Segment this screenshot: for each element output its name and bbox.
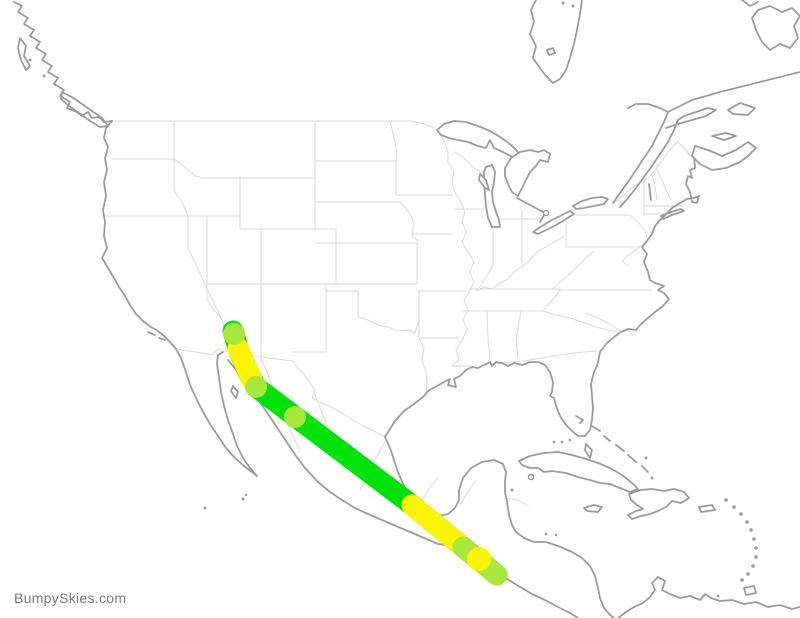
long-island	[660, 208, 685, 220]
us-canada-border	[111, 120, 435, 129]
flight-route	[222, 320, 508, 586]
us-west-coast	[101, 120, 177, 350]
haida-gwaii	[17, 37, 31, 71]
bahamas	[575, 415, 654, 480]
route-marker-yellow	[467, 547, 491, 571]
green-bay	[478, 173, 490, 191]
isla-tiburon	[230, 385, 239, 399]
lake-ontario	[572, 196, 609, 210]
lake-superior	[436, 120, 522, 159]
us-gulf-atlantic-coast	[384, 157, 700, 438]
route-marker-greenyellow	[245, 376, 267, 398]
route-segment-yellow	[401, 494, 474, 558]
lake-champlain	[648, 183, 652, 201]
route-marker-greenyellow	[284, 406, 306, 428]
route-segment-yellow	[227, 337, 263, 391]
jamaica	[583, 504, 603, 513]
anticosti-island	[727, 102, 756, 116]
trinidad	[743, 585, 757, 596]
watermark: BumpySkies.com	[14, 590, 127, 606]
mexico-coastline	[175, 348, 258, 477]
admin-borders	[105, 120, 695, 507]
us-mexico-border	[175, 348, 386, 438]
prince-edward-island	[711, 132, 737, 141]
lake-erie	[532, 210, 575, 235]
lesser-antilles	[716, 498, 758, 598]
puerto-rico	[698, 504, 716, 513]
route-marker-greenyellow	[223, 323, 245, 345]
hispaniola	[627, 488, 690, 520]
gulf-yucatan-coast	[384, 436, 615, 618]
nova-scotia	[691, 141, 757, 171]
south-america-coastline	[617, 576, 800, 618]
james-bay	[529, 0, 583, 84]
newfoundland	[751, 5, 800, 51]
st-lawrence	[612, 103, 669, 204]
lake-michigan	[483, 164, 501, 228]
us-canada-border-east	[612, 141, 695, 205]
lake-huron	[504, 149, 551, 197]
canada-coastline	[13, 1, 113, 123]
cuba	[518, 451, 639, 493]
coastlines	[13, 0, 800, 618]
vancouver-island	[60, 91, 109, 128]
